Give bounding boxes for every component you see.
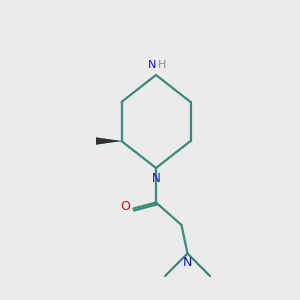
Text: N: N — [152, 172, 160, 184]
Text: O: O — [121, 200, 130, 214]
Polygon shape — [96, 137, 122, 145]
Text: N: N — [148, 60, 156, 70]
Text: H: H — [158, 60, 166, 70]
Text: N: N — [183, 256, 192, 269]
Polygon shape — [96, 137, 122, 145]
